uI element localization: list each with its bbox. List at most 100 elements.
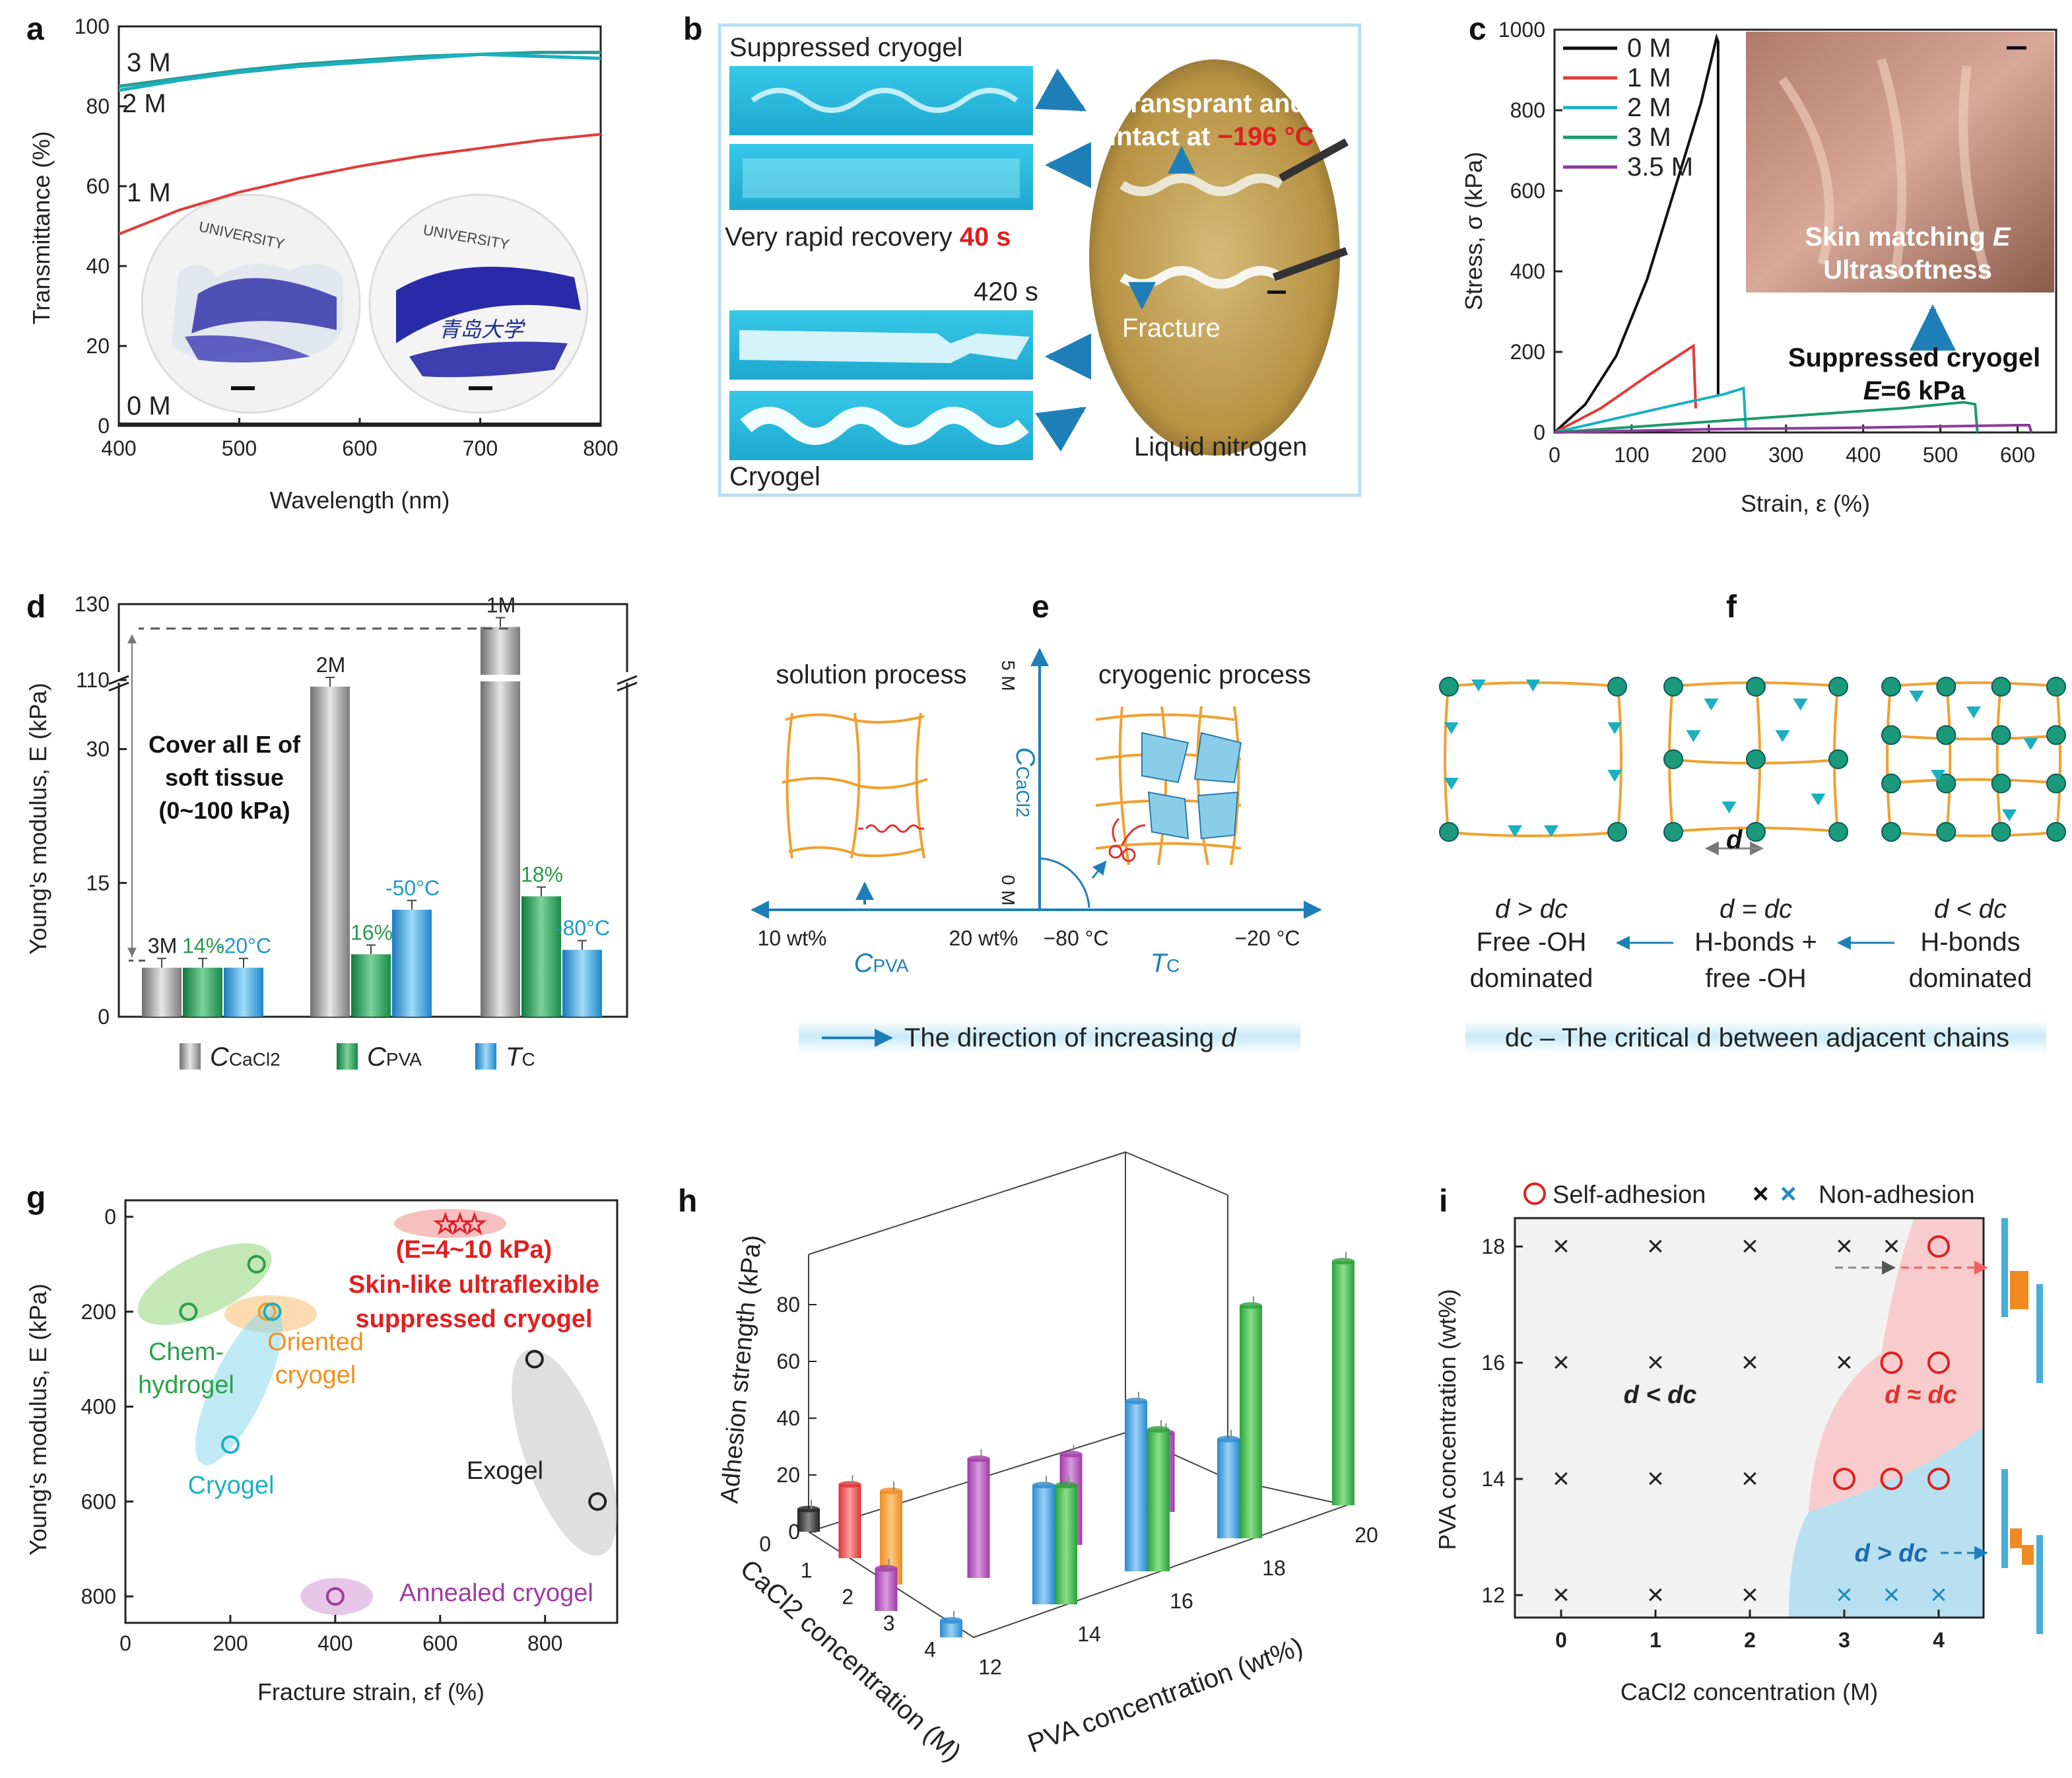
c-legend-label-3: 3 M — [1627, 123, 1671, 152]
i-side-blue-3 — [2001, 1469, 2008, 1568]
f-oh-0-6 — [1508, 825, 1522, 837]
i-side-blue-2 — [2036, 1284, 2043, 1383]
f-node-2-10 — [1991, 773, 2011, 794]
panel-f-letter: f — [1726, 590, 1737, 625]
i-legend-circle — [1523, 1182, 1546, 1205]
h-bar-5 — [967, 1458, 990, 1578]
h-bar-1 — [838, 1484, 861, 1558]
d-bar-label-2-2: -80°C — [556, 916, 610, 940]
g-l-exo: Exogel — [467, 1457, 543, 1485]
f-c3b: H-bonds — [1920, 928, 2020, 957]
d-bar-break — [481, 675, 520, 681]
panel-a-lines — [118, 50, 601, 425]
i-non-blue-1: × — [1883, 1579, 1900, 1611]
h-ztick-label-0: 0 — [788, 1520, 800, 1544]
f-node-0-0 — [1439, 677, 1459, 697]
a-xtick-label-1: 500 — [222, 436, 257, 460]
f-c1b: Free -OH — [1477, 928, 1587, 957]
a-label-3m: 3 M — [127, 48, 171, 77]
h-bar-top-7 — [1055, 1482, 1077, 1489]
g-l-orient: Oriented — [267, 1328, 364, 1356]
f-oh-1-4 — [1721, 802, 1737, 813]
c-xtick-label-1: 100 — [1614, 443, 1649, 467]
c-xtick-label-6: 600 — [2000, 443, 2035, 467]
h-ztick-label-1: 20 — [776, 1463, 800, 1487]
e-scissors-ring1 — [1108, 844, 1123, 859]
e-cryo-network — [1095, 706, 1242, 866]
f-oh-0-4 — [1607, 722, 1622, 734]
f-node-0-2 — [1439, 822, 1459, 842]
d-legend-green — [337, 1043, 358, 1070]
f-networks — [1439, 677, 2066, 842]
a-ylabel: Transmittance (%) — [28, 131, 55, 325]
i-non-7: × — [1741, 1346, 1758, 1379]
g-ylabel: Young's modulus, E (kPa) — [24, 1283, 51, 1556]
d-bar-2-0 — [481, 627, 520, 1017]
d-ylabel: Young's modulus, E (kPa) — [24, 683, 51, 955]
f-node-2-13 — [2046, 725, 2066, 745]
g-xtick-label-0: 0 — [119, 1631, 131, 1655]
f-oh-0-5 — [1607, 770, 1622, 782]
h-pva-tick-2: 16 — [1170, 1589, 1193, 1613]
panel-b: b Suppressed cryogel Very rapid recovery… — [683, 12, 1362, 497]
g-star-2 — [462, 1212, 487, 1235]
h-bar-7 — [1055, 1485, 1077, 1604]
f-network-1 — [1663, 677, 1848, 842]
a-xlabel: Wavelength (nm) — [270, 487, 450, 514]
i-xtick-label-2: 2 — [1744, 1628, 1756, 1652]
g-ytick-label-2: 400 — [81, 1395, 116, 1419]
a-xtick-label-4: 800 — [583, 436, 618, 460]
a-label-1m: 1 M — [127, 178, 171, 207]
g-ell-cryogel — [195, 1307, 283, 1466]
d-bar-label-2-1: 18% — [521, 863, 563, 887]
panel-a-ticks: 400 500 600 700 800 0 20 40 60 80 100 — [75, 15, 618, 460]
panel-c-lines — [1553, 33, 2033, 434]
f-node-2-7 — [1936, 822, 1956, 842]
e-crystals — [1141, 732, 1242, 840]
e-bot-0m: 0 M — [998, 875, 1019, 906]
d-bar-label-1-1: 16% — [351, 920, 393, 944]
i-non-11: × — [1741, 1462, 1758, 1495]
e-top-5m: 5 M — [998, 660, 1019, 691]
f-node-2-6 — [1936, 773, 1956, 794]
h-bar-0 — [797, 1509, 820, 1532]
i-non-3: × — [1836, 1230, 1853, 1262]
film3-blue-band2 — [409, 341, 568, 378]
i-side-orange-3 — [2022, 1545, 2034, 1565]
b-nitrogen: Liquid nitrogen — [1134, 432, 1307, 462]
h-cacl2-tick-0: 0 — [759, 1532, 771, 1556]
a-ytick-label-1: 20 — [86, 334, 110, 358]
d-bar-0-1 — [183, 967, 222, 1017]
panel-b-frame — [718, 23, 1362, 497]
f-node-2-3 — [1881, 822, 1901, 842]
h-bar-top-13 — [1240, 1302, 1262, 1309]
a-ytick-label-4: 80 — [86, 94, 110, 118]
b-suppressed: Suppressed cryogel — [729, 33, 963, 62]
d-bar-label-0-0: 3M — [148, 934, 177, 958]
f-chain-v-2-0 — [1886, 679, 1892, 839]
f-node-0-3 — [1607, 822, 1627, 842]
i-non-14: × — [1741, 1579, 1758, 1611]
c-ytick-label-0: 0 — [1533, 421, 1545, 444]
h-bar-6 — [1032, 1485, 1055, 1604]
i-xtick-label-0: 0 — [1555, 1628, 1567, 1652]
d-ytick-low-label-1: 15 — [86, 871, 110, 895]
f-c3a: d < dc — [1934, 895, 2007, 924]
h-bar-13 — [1240, 1305, 1262, 1538]
f-oh-0-3 — [1444, 778, 1459, 790]
film-blue-band2 — [185, 335, 310, 362]
h-cacl2-tick-1: 1 — [801, 1559, 813, 1583]
c-xtick-label-2: 200 — [1691, 443, 1726, 467]
i-side-bars — [2001, 1218, 2043, 1634]
f-node-1-1 — [1746, 677, 1766, 697]
c-e-val: E=6 kPa — [1863, 376, 1966, 405]
e-arc-arrow — [1091, 860, 1107, 879]
i-legend-self: Self-adhesion — [1553, 1181, 1706, 1209]
f-node-2-1 — [1881, 725, 1901, 745]
b-tweezers-2 — [1272, 247, 1349, 281]
panel-f: f d d > dc Free -OH dominated d = dc H-b… — [1439, 590, 2066, 1053]
i-non-13: × — [1647, 1579, 1664, 1611]
b-fracture: Fracture — [1122, 314, 1220, 343]
f-node-2-9 — [1991, 725, 2011, 745]
panel-a: a 400 500 600 700 800 0 20 40 60 80 100 UNIVERSITY… — [26, 12, 618, 514]
